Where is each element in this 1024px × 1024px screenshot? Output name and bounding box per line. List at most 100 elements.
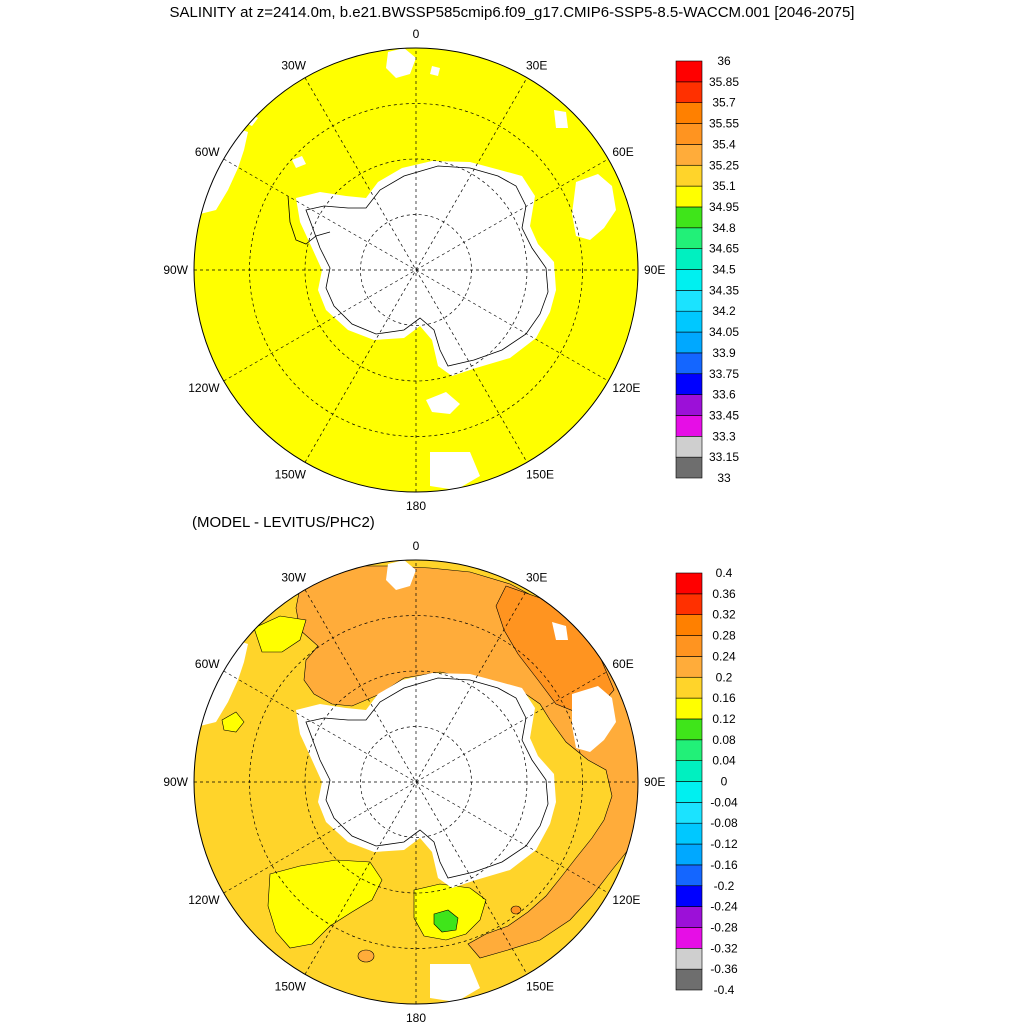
longitude-label: 60W <box>195 145 220 159</box>
colorbar-swatch <box>675 968 703 991</box>
colorbar-tick-label: 34.35 <box>709 283 739 297</box>
antarctica-land-bottom <box>296 673 556 888</box>
colorbar-swatch <box>675 614 703 636</box>
longitude-label: 0 <box>413 539 420 553</box>
colorbar-tick-label: 34.95 <box>709 200 739 214</box>
antarctica-coastline <box>305 165 549 367</box>
longitude-label: 30W <box>281 571 306 585</box>
colorbar-tick-label: 0.04 <box>712 754 736 768</box>
colorbar-tick-label: 35.1 <box>712 179 736 193</box>
colorbar-tick-label: -0.36 <box>710 962 738 976</box>
longitude-label: 90E <box>644 775 665 789</box>
colorbar-tick-label: 0.08 <box>712 733 736 747</box>
longitude-label: 120W <box>188 893 220 907</box>
colorbar-tick-label: 33.45 <box>709 408 739 422</box>
colorbar-swatch <box>675 635 703 657</box>
colorbar-tick-label: 0.16 <box>712 691 736 705</box>
colorbar-tick-label: 0.2 <box>716 670 733 684</box>
colorbar-tick-label: 0.32 <box>712 608 736 622</box>
longitude-label: 0 <box>413 27 420 41</box>
graticule-lines-bottom <box>194 560 638 1004</box>
colorbar-swatch <box>675 697 703 720</box>
colorbar-tick-label: 35.7 <box>712 96 736 110</box>
colorbar-swatch <box>675 593 703 615</box>
graticule-lines <box>194 48 638 492</box>
colorbar-swatch <box>675 739 703 761</box>
colorbar-swatch <box>675 206 703 229</box>
colorbar-tick-label: 0.36 <box>712 587 736 601</box>
longitude-label: 150W <box>275 979 307 993</box>
colorbar-tick-label: -0.12 <box>710 837 738 851</box>
antarctic-peninsula <box>287 195 331 245</box>
colorbar-tick-label: 0.24 <box>712 649 736 663</box>
colorbar-swatch <box>675 802 703 824</box>
longitude-label: 150W <box>275 467 307 481</box>
antarctica-coastline-bottom <box>305 677 549 879</box>
colorbar-tick-label: 36 <box>717 54 731 68</box>
colorbar-swatch <box>675 60 703 83</box>
longitude-label: 60E <box>612 657 633 671</box>
colorbar-tick-label: 34.8 <box>712 221 736 235</box>
colorbar-swatch <box>675 227 703 249</box>
colorbar-swatch <box>675 123 703 145</box>
longitude-label: 180 <box>406 499 426 513</box>
meridian-line <box>304 589 528 975</box>
colorbar-tick-label: 34.5 <box>712 263 736 277</box>
colorbar-tick-label: 0.12 <box>712 712 736 726</box>
colorbar-swatch <box>675 864 703 887</box>
colorbar-tick-label: -0.2 <box>714 879 735 893</box>
colorbar-tick-label: 33.3 <box>712 429 736 443</box>
colorbar-swatch <box>675 927 703 949</box>
colorbar-tick-label: -0.08 <box>710 816 738 830</box>
colorbar-tick-label: 35.55 <box>709 117 739 131</box>
difference-map: 0 30E 60E 90E 120E 150E 180 150W 120W 90W 60W 30W <box>163 539 665 1024</box>
colorbar-swatch <box>675 81 703 103</box>
colorbar-tick-label: 33.15 <box>709 450 739 464</box>
longitude-label: 120E <box>612 381 640 395</box>
longitude-label: 60E <box>612 145 633 159</box>
difference-small-cell-2 <box>510 905 522 915</box>
colorbar-tick-label: -0.4 <box>714 983 735 997</box>
colorbar-swatch <box>675 185 703 208</box>
longitude-label: 150E <box>526 467 554 481</box>
plot-title: SALINITY at z=2414.0m, b.e21.BWSSP585cmi… <box>169 4 855 21</box>
colorbar-swatch <box>675 310 703 333</box>
longitude-labels-bottom: 0 30E 60E 90E 120E 150E 180 150W 120W 90W 60W 30W <box>163 539 665 1024</box>
longitude-label: 150E <box>526 979 554 993</box>
colorbar-swatch <box>675 269 703 291</box>
antarctica-land <box>296 161 556 376</box>
difference-small-cell <box>357 949 375 963</box>
colorbar-swatch <box>675 435 703 458</box>
colorbar-swatch <box>675 676 703 699</box>
colorbar-tick-label: -0.16 <box>710 858 738 872</box>
colorbar-swatch <box>675 456 703 479</box>
difference-subtitle: (MODEL - LEVITUS/PHC2) <box>192 514 375 531</box>
colorbar-tick-label: 35.25 <box>709 158 739 172</box>
colorbar-tick-label: -0.32 <box>710 941 738 955</box>
difference-colorbar: -0.4 -0.36 -0.32 -0.28 -0.24 -0.2 -0.16 -0.12 -0… <box>675 566 738 997</box>
colorbar-swatch <box>675 415 703 437</box>
colorbar-swatch <box>675 373 703 395</box>
longitude-label: 90W <box>163 263 188 277</box>
colorbar-swatch <box>675 144 703 166</box>
longitude-label: 180 <box>406 1011 426 1024</box>
colorbar-swatch <box>675 102 703 124</box>
salinity-colorbar: 33 33.15 33.3 33.45 33.6 33.75 33.9 34.05 34.2 34… <box>675 54 739 485</box>
colorbar-swatch <box>675 822 703 845</box>
colorbar-tick-label: -0.28 <box>710 920 738 934</box>
colorbar-swatch <box>675 352 703 375</box>
meridian-line <box>304 77 528 463</box>
colorbar-swatch <box>675 290 703 312</box>
longitude-label: 30W <box>281 59 306 73</box>
colorbar-tick-label: -0.04 <box>710 795 738 809</box>
colorbar-tick-label: 33.9 <box>712 346 736 360</box>
south-america-land <box>196 128 248 214</box>
colorbar-tick-label: 33.75 <box>709 367 739 381</box>
difference-band-0.04 <box>433 909 459 933</box>
colorbar-tick-label: -0.24 <box>710 900 738 914</box>
colorbar-swatch <box>675 572 703 595</box>
colorbar-swatch <box>675 718 703 741</box>
longitude-labels: 0 30E 60E 90E 120E 150E 180 150W 120W 90W 60W 30W <box>163 27 665 513</box>
colorbar-tick-label: 34.2 <box>712 304 736 318</box>
